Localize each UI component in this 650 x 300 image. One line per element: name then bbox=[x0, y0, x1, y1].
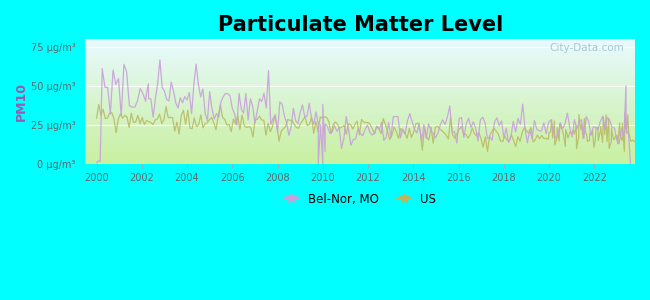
Y-axis label: PM10: PM10 bbox=[15, 82, 28, 121]
Legend: Bel-Nor, MO, US: Bel-Nor, MO, US bbox=[280, 188, 441, 210]
Text: City-Data.com: City-Data.com bbox=[549, 43, 624, 53]
Title: Particulate Matter Level: Particulate Matter Level bbox=[218, 15, 502, 35]
